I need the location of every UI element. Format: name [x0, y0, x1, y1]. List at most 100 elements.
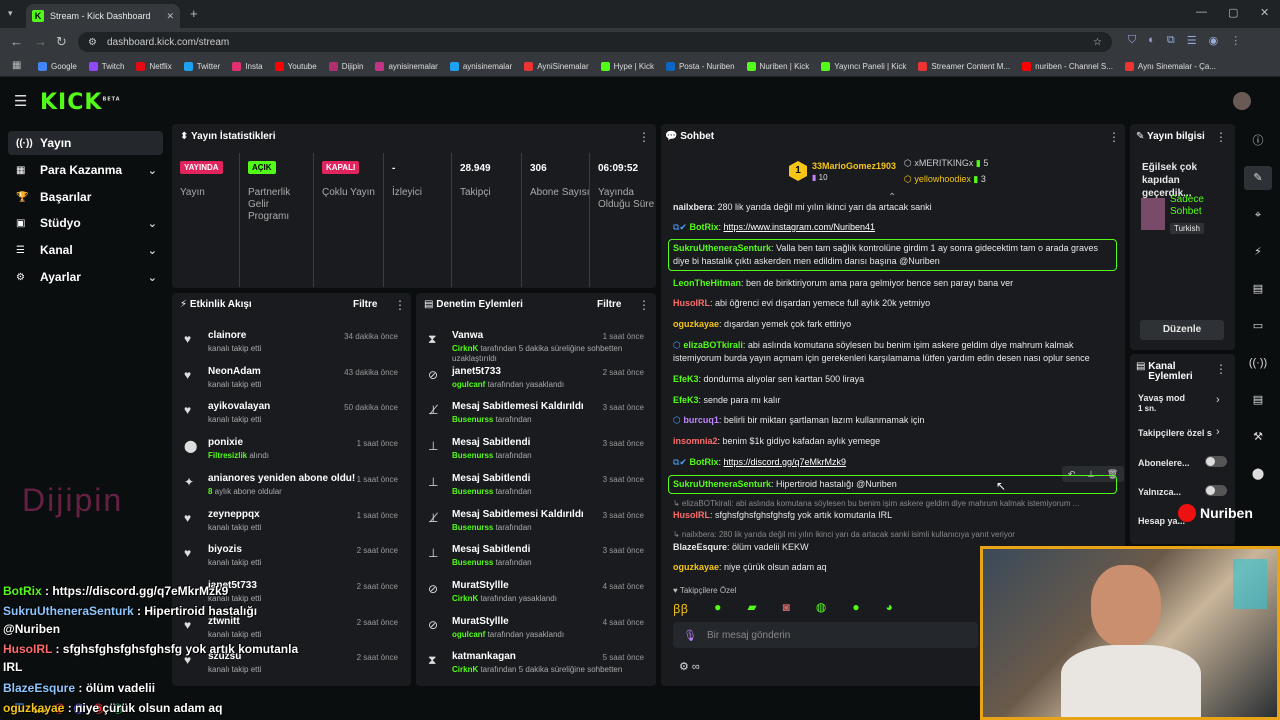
chat-message[interactable]: ⬡ burcuq1: belirli bir miktarı şartlaman…	[673, 414, 1118, 427]
rail-button-1[interactable]: ✎	[1244, 166, 1272, 190]
slow-mode-chevron-icon[interactable]: ›	[1216, 394, 1220, 406]
activity-item[interactable]: ♥ ztwnitt kanalı takip etti 2 saat önce	[176, 614, 408, 648]
bookmark-item[interactable]: nuriben - Channel S...	[1022, 61, 1113, 71]
reload-icon[interactable]: ↻	[56, 34, 67, 49]
browser-tab[interactable]: K Stream - Kick Dashboard ✕	[26, 4, 180, 28]
apps-grid-icon[interactable]: ▦	[12, 60, 22, 71]
chat-message[interactable]: oguzkayae: niye çürük olsun adam aq	[673, 561, 1118, 574]
profile-icon[interactable]: ◉	[1208, 35, 1219, 47]
app-icon[interactable]: ◉	[92, 700, 104, 715]
activity-item[interactable]: ♥ zeyneppqx kanalı takip etti 1 saat önce	[176, 507, 408, 541]
bookmark-star-icon[interactable]: ☆	[1093, 36, 1102, 48]
bookmark-item[interactable]: aynisinemalar	[449, 61, 512, 71]
shield-extension-icon[interactable]: ⛉	[1128, 34, 1137, 46]
chat-username[interactable]: BotRix	[689, 222, 719, 232]
moderation-filter-button[interactable]: Filtre	[597, 299, 622, 310]
chat-message[interactable]: ⧉✔ BotRix: https://discord.gg/q7eMkrMzk9	[673, 456, 1118, 469]
sidebar-item-2[interactable]: 🏆 Başarılar	[8, 185, 163, 209]
microphone-icon[interactable]: 🎙	[683, 629, 697, 642]
stats-menu-icon[interactable]: ⋮	[638, 130, 650, 144]
delete-icon[interactable]: 🗑	[1106, 469, 1119, 479]
kick-logo[interactable]: KICKBETA	[40, 90, 121, 115]
rail-button-9[interactable]: ⬤	[1251, 468, 1265, 480]
back-icon[interactable]: ←	[10, 34, 23, 49]
moderation-item[interactable]: ⊘ MuratStyllle CirknK tarafından yasakland…	[420, 578, 654, 612]
sidebar-item-1[interactable]: ▦ Para Kazanma ⌄	[8, 158, 163, 182]
activity-menu-icon[interactable]: ⋮	[394, 298, 406, 312]
rail-button-4[interactable]: ▤	[1252, 283, 1264, 295]
rail-button-5[interactable]: ▭	[1252, 320, 1264, 332]
emote-green-5-icon[interactable]: ◕	[885, 600, 893, 614]
activity-filter-button[interactable]: Filtre	[353, 299, 378, 310]
chat-username[interactable]: elizaBOTkirali	[683, 340, 743, 350]
rail-button-2[interactable]: ⌖	[1254, 209, 1262, 221]
moderation-item[interactable]: ⊥ Mesaj Sabitlendi Busenurss tarafından 3 s…	[420, 542, 654, 576]
rail-button-6[interactable]: ((·))	[1248, 357, 1268, 369]
menu-dots-icon[interactable]: ⋮	[1230, 35, 1242, 47]
chat-username[interactable]: BotRix	[689, 457, 719, 467]
chat-link[interactable]: https://discord.gg/q7eMkrMzk9	[723, 457, 847, 467]
rail-button-7[interactable]: ▤	[1252, 394, 1264, 406]
top-gifter-2[interactable]: ⬡ xMERITKINGx ▮ 5	[904, 158, 989, 168]
moderation-item[interactable]: ⊥̸ Mesaj Sabitlemesi Kaldırıldı Busenurss …	[420, 399, 654, 433]
discord-icon[interactable]: ◍	[73, 700, 85, 715]
moderation-item[interactable]: ⊥̸ Mesaj Sabitlemesi Kaldırıldı Busenurss …	[420, 507, 654, 541]
chat-message[interactable]: ⬡ elizaBOTkirali: abi aslında komutana s…	[673, 339, 1118, 365]
moderation-item[interactable]: ⊘ MuratStyllle ogulcanf tarafından yasakla…	[420, 614, 654, 648]
minimize-icon[interactable]: —	[1196, 6, 1207, 18]
user-avatar[interactable]	[1233, 92, 1251, 110]
chat-menu-icon[interactable]: ⋮	[1108, 130, 1120, 144]
sidebar-item-4[interactable]: ☰ Kanal ⌄	[8, 238, 163, 262]
address-bar[interactable]: ⚙ dashboard.kick.com/stream ☆	[78, 32, 1112, 52]
tab-search-icon[interactable]: ▾	[8, 8, 13, 18]
hamburger-menu-icon[interactable]: ☰	[14, 93, 28, 110]
emote-green-4-icon[interactable]: ●	[852, 600, 860, 614]
moderation-item[interactable]: ⊘ janet5t733 ogulcanf tarafından yasakland…	[420, 364, 654, 398]
bookmark-item[interactable]: Netflix	[136, 61, 172, 71]
moderation-menu-icon[interactable]: ⋮	[638, 298, 650, 312]
edit-button[interactable]: Düzenle	[1140, 320, 1224, 340]
new-tab-icon[interactable]: +	[190, 6, 198, 21]
chat-message[interactable]: BlazeEsqure: ölüm vadelii KEKW	[673, 541, 1118, 554]
windows-start-icon[interactable]: ⊞	[14, 700, 25, 715]
chat-username[interactable]: insomnia2	[673, 436, 718, 446]
bookmark-item[interactable]: Hype | Kick	[600, 61, 654, 71]
chat-message[interactable]: nailxbera: 280 lik yarıda değil mi yılın…	[673, 201, 1118, 214]
followers-only-chevron-icon[interactable]: ›	[1216, 426, 1220, 438]
chat-message[interactable]: SukruUtheneraSenturk: Hipertiroid hastal…	[668, 475, 1117, 494]
stream-info-menu-icon[interactable]: ⋮	[1215, 130, 1227, 144]
activity-item[interactable]: ⬤ ponixie Filtresizlik alındı 1 saat önce	[176, 435, 408, 469]
slow-mode-label[interactable]: Yavaş mod	[1138, 393, 1186, 403]
bookmark-item[interactable]: Yayıncı Paneli | Kick	[821, 61, 906, 71]
chat-message[interactable]: HusoIRL: abi öğrenci evi dışardan yemece…	[673, 297, 1118, 310]
chat-username[interactable]: SukruUtheneraSenturk	[673, 243, 772, 253]
maximize-icon[interactable]: ▢	[1228, 7, 1239, 19]
rail-button-3[interactable]: ⚡	[1254, 246, 1262, 258]
chat-message[interactable]: EfeK3: sende para mı kalır	[673, 394, 1118, 407]
subs-only-toggle[interactable]	[1205, 456, 1227, 467]
bookmark-item[interactable]: Aynı Sinemalar - Ça...	[1124, 61, 1216, 71]
bookmark-item[interactable]: Insta	[232, 61, 263, 71]
emote-red-icon[interactable]: ◙	[782, 600, 790, 614]
bookmark-item[interactable]: Youtube	[274, 61, 317, 71]
chat-username[interactable]: nailxbera	[673, 202, 713, 212]
bookmark-item[interactable]: Streamer Content M...	[918, 61, 1010, 71]
emote-only-toggle[interactable]	[1205, 485, 1227, 496]
chat-message[interactable]: ↳ elizaBOTkirali: abi aslında komutana s…	[673, 497, 1118, 510]
chat-message[interactable]: ↳ nailxbera: 280 lik yarıda değil mi yıl…	[673, 528, 1118, 541]
chat-username[interactable]: LeonTheHitman	[673, 278, 742, 288]
chat-username[interactable]: EfeK3	[673, 374, 699, 384]
emote-green-2-icon[interactable]: ▰	[747, 600, 757, 614]
chat-username[interactable]: HusoIRL	[673, 298, 710, 308]
top-gifter-3[interactable]: ⬡ yellowhoodiex ▮ 3	[904, 174, 986, 184]
activity-item[interactable]: ♥ biyozis kanalı takip etti 2 saat önce	[176, 542, 408, 576]
bookmark-item[interactable]: aynisinemalar	[375, 61, 438, 71]
pin-icon[interactable]: ⊥	[1087, 469, 1095, 479]
bookmark-item[interactable]: Twitter	[183, 61, 220, 71]
chat-username[interactable]: EfeK3	[673, 395, 699, 405]
chat-username[interactable]: SukruUtheneraSenturk	[673, 479, 772, 489]
chat-link[interactable]: https://www.instagram.com/Nuriben41	[723, 222, 876, 232]
bookmark-item[interactable]: Dijipin	[328, 61, 363, 71]
chat-message[interactable]: SukruUtheneraSenturk: Valla ben tam sağl…	[668, 239, 1117, 271]
emote-green-1-icon[interactable]: ●	[714, 600, 722, 614]
